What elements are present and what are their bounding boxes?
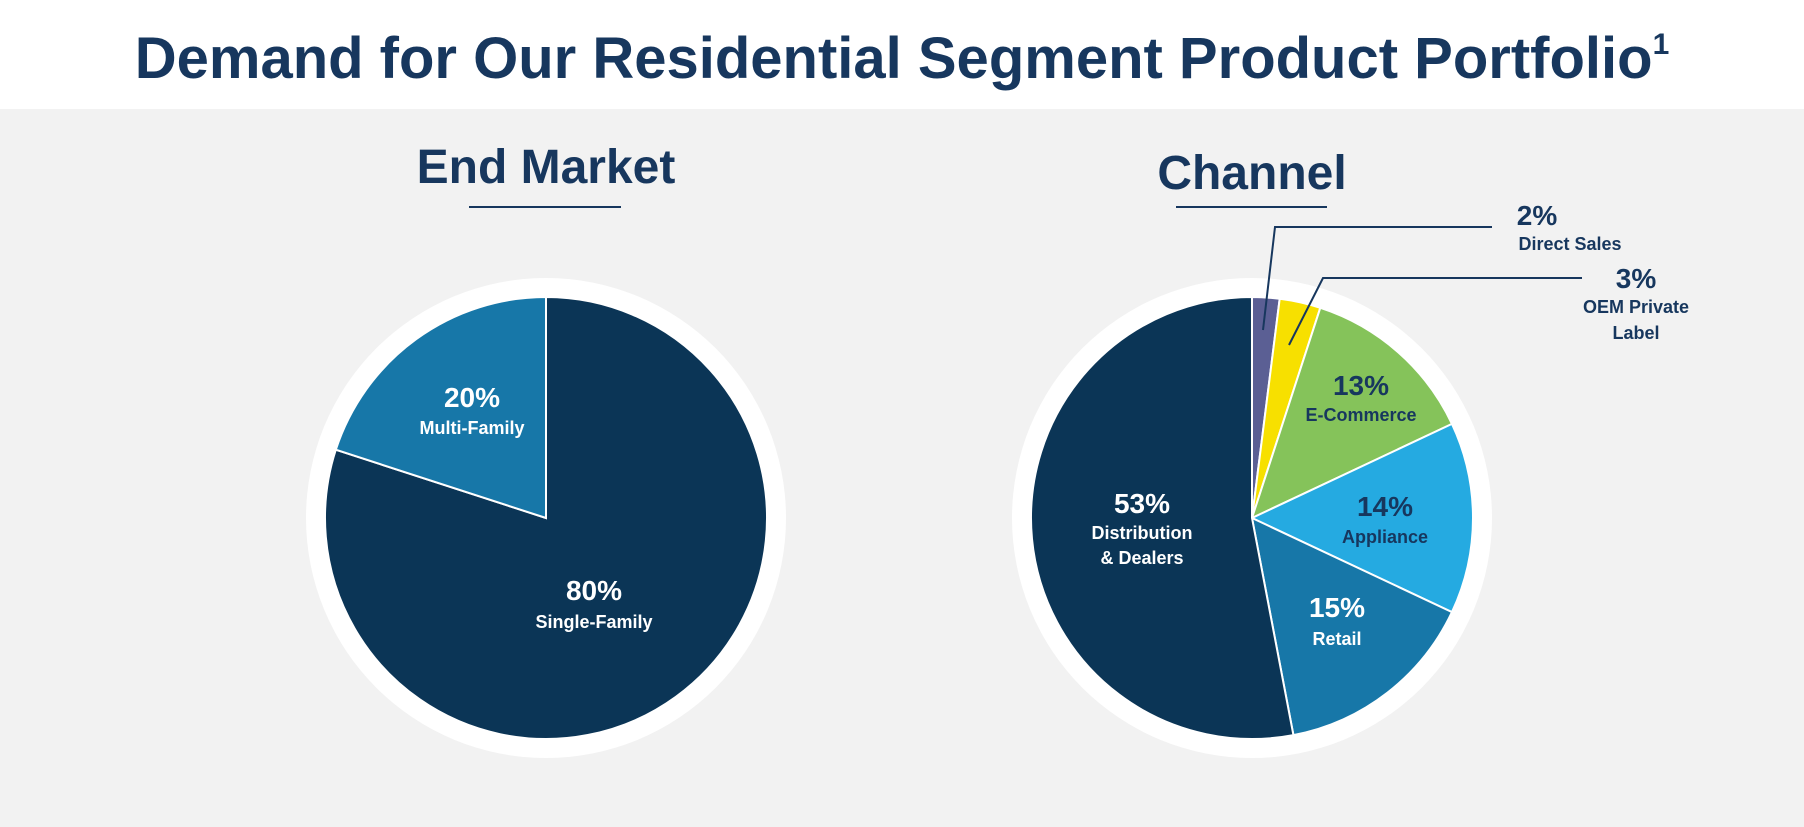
pct-label-multi-family: 20% xyxy=(444,382,500,413)
slice-e-commerce xyxy=(1250,306,1454,520)
title-band xyxy=(0,0,1804,109)
direct-sales-leader-line xyxy=(1262,226,1492,331)
category-label-oem-private-label: OEM Private xyxy=(1583,297,1689,317)
category-label-distribution-dealers: & Dealers xyxy=(1100,548,1183,568)
pct-label-oem-private-label: 3% xyxy=(1616,263,1657,294)
pct-label-distribution-dealers: 53% xyxy=(1114,488,1170,519)
slice-distribution-dealers xyxy=(1030,295,1295,740)
pct-label-direct-sales: 2% xyxy=(1517,200,1558,231)
channel-pie xyxy=(1030,295,1475,740)
channel-title: Channel xyxy=(1157,147,1346,200)
pct-label-single-family: 80% xyxy=(566,575,622,606)
slice-appliance xyxy=(1249,422,1475,614)
pct-label-retail: 15% xyxy=(1309,592,1365,623)
slice-retail xyxy=(1250,516,1454,737)
end-market-pie xyxy=(324,295,768,740)
category-label-single-family: Single-Family xyxy=(535,612,652,632)
pct-label-appliance: 14% xyxy=(1357,491,1413,522)
content-background xyxy=(0,109,1804,827)
category-label-multi-family: Multi-Family xyxy=(419,418,524,438)
category-label-e-commerce: E-Commerce xyxy=(1305,405,1416,425)
category-label-retail: Retail xyxy=(1312,629,1361,649)
page-title: Demand for Our Residential Segment Produ… xyxy=(135,26,1670,91)
category-label-direct-sales: Direct Sales xyxy=(1518,234,1621,254)
slice-multi-family xyxy=(334,295,547,520)
category-label-distribution-dealers: Distribution xyxy=(1092,523,1193,543)
end-market-title: End Market xyxy=(417,141,676,194)
oem-leader-line xyxy=(1288,277,1582,346)
pct-label-e-commerce: 13% xyxy=(1333,370,1389,401)
category-label-appliance: Appliance xyxy=(1342,527,1428,547)
category-label-oem-private-label: Label xyxy=(1612,323,1659,343)
